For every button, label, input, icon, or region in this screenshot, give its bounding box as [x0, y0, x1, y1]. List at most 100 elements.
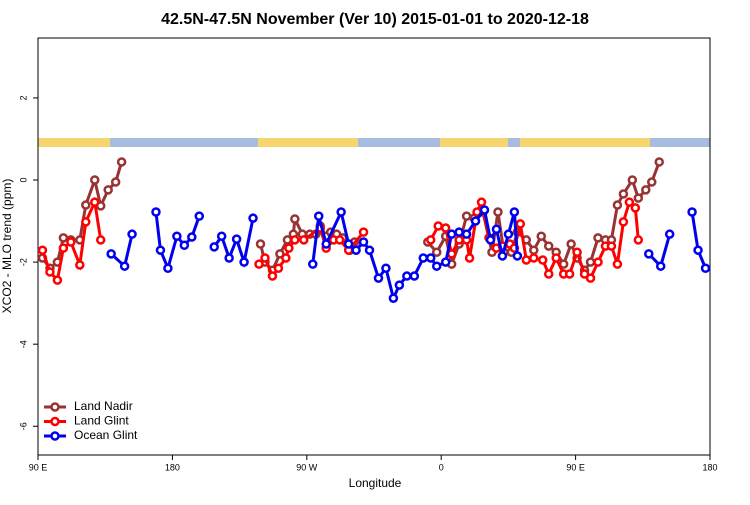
- point: [308, 259, 318, 269]
- x-tick-label: 180: [702, 462, 717, 472]
- point: [187, 232, 197, 242]
- land-band: [38, 138, 110, 147]
- point: [633, 235, 644, 245]
- point: [624, 197, 635, 207]
- point: [37, 245, 48, 255]
- point: [572, 247, 582, 257]
- point: [664, 229, 675, 239]
- point: [479, 205, 490, 215]
- point: [433, 221, 443, 231]
- point: [564, 269, 575, 279]
- point: [75, 260, 85, 270]
- point: [151, 207, 161, 217]
- point: [618, 217, 629, 227]
- point: [103, 185, 113, 195]
- point: [209, 242, 219, 252]
- point: [536, 231, 547, 241]
- point: [267, 271, 278, 281]
- legend-label: Land Nadir: [74, 399, 133, 413]
- legend-label: Land Glint: [74, 414, 129, 428]
- point: [254, 259, 264, 269]
- point: [290, 235, 300, 245]
- point: [388, 293, 399, 303]
- point: [470, 216, 481, 226]
- point: [503, 229, 514, 239]
- point: [81, 200, 91, 210]
- legend-marker: [50, 416, 60, 427]
- point: [633, 193, 644, 203]
- point: [551, 253, 561, 263]
- point: [425, 253, 436, 263]
- point: [343, 239, 354, 249]
- x-tick-label: 0: [439, 462, 444, 472]
- point: [485, 235, 496, 245]
- point: [281, 253, 291, 263]
- point: [418, 253, 429, 263]
- point: [491, 224, 502, 235]
- point: [255, 239, 266, 249]
- point: [273, 263, 284, 274]
- legend-marker: [50, 402, 60, 412]
- point: [515, 219, 526, 229]
- point: [654, 157, 664, 167]
- point: [606, 241, 617, 251]
- point: [127, 229, 137, 239]
- point: [512, 251, 523, 261]
- point: [89, 175, 100, 185]
- chart-title: 42.5N-47.5N November (Ver 10) 2015-01-01…: [161, 11, 589, 28]
- point: [66, 237, 76, 247]
- y-tick-label: -2: [18, 258, 28, 266]
- point: [336, 207, 346, 217]
- point: [110, 177, 121, 187]
- point: [627, 175, 638, 185]
- point: [537, 255, 548, 265]
- point: [612, 200, 623, 210]
- point: [693, 245, 703, 255]
- point: [284, 243, 294, 253]
- point: [321, 239, 331, 249]
- x-tick-label: 180: [165, 462, 180, 472]
- point: [440, 257, 451, 267]
- point: [647, 177, 657, 187]
- point: [543, 241, 554, 251]
- point: [394, 280, 405, 290]
- ocean-band: [38, 138, 710, 147]
- point: [248, 213, 258, 223]
- point: [260, 253, 270, 263]
- point: [493, 207, 503, 217]
- point: [224, 253, 234, 263]
- plot-frame: [37, 37, 711, 456]
- x-tick-label: 90 E: [566, 462, 585, 472]
- point: [446, 229, 457, 239]
- y-axis-label: XCO2 - MLO trend (ppm): [0, 179, 14, 314]
- point: [440, 223, 451, 233]
- land-band: [258, 138, 358, 147]
- point: [163, 263, 173, 274]
- legend-marker: [50, 431, 60, 441]
- point: [231, 234, 242, 244]
- legend-label: Ocean Glint: [74, 428, 138, 442]
- point: [95, 235, 106, 245]
- point: [593, 233, 603, 243]
- point: [700, 263, 711, 274]
- point: [593, 257, 603, 267]
- x-tick-label: 90 W: [296, 462, 318, 472]
- point: [282, 235, 293, 245]
- point: [81, 217, 91, 227]
- point: [454, 235, 464, 245]
- point: [334, 235, 345, 245]
- point: [373, 273, 384, 283]
- point: [509, 207, 520, 217]
- point: [364, 245, 375, 255]
- point: [45, 267, 55, 277]
- point: [431, 247, 442, 257]
- point: [172, 231, 182, 241]
- land-band: [520, 138, 650, 147]
- point: [402, 271, 412, 281]
- point: [275, 249, 285, 259]
- land-band: [440, 138, 508, 147]
- point: [630, 203, 641, 213]
- point: [116, 157, 127, 167]
- point: [585, 273, 596, 283]
